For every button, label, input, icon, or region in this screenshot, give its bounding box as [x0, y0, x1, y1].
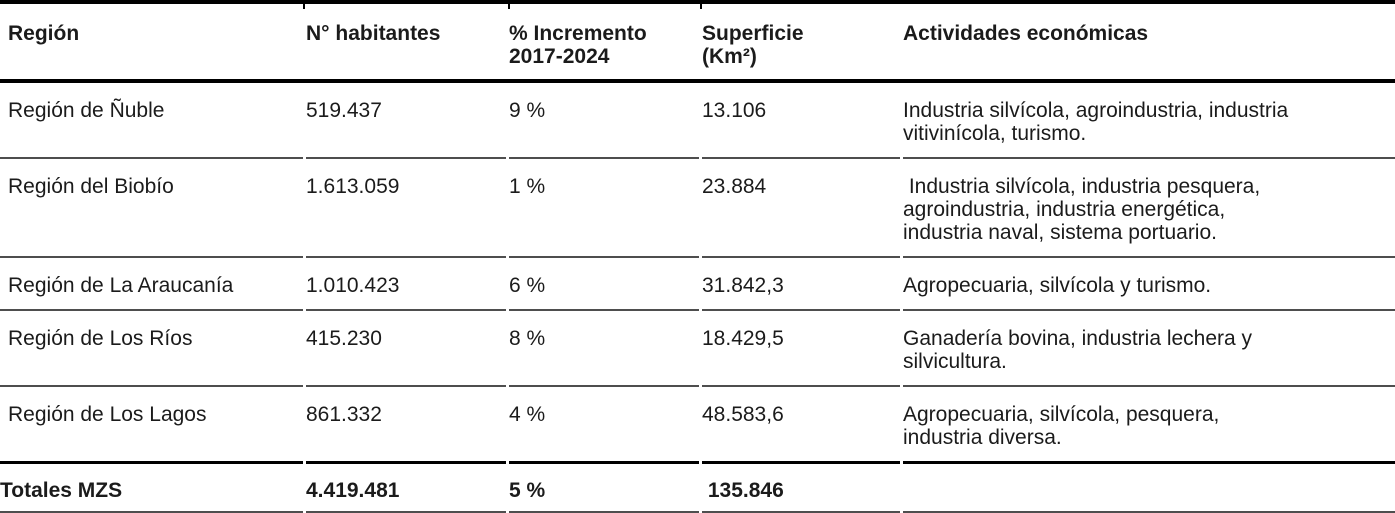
column-tick [508, 4, 510, 9]
cell-superficie: 31.842,3 [702, 258, 900, 311]
header-bottom-rule [0, 79, 1395, 83]
cell-habitantes: 1.010.423 [306, 258, 506, 311]
cell-incremento: 8 % [509, 311, 699, 387]
cell-habitantes: 519.437 [306, 83, 506, 159]
cell-incremento: 4 % [509, 403, 546, 426]
totals-row: Totales MZS 4.419.481 5 % 135.846 [0, 461, 1395, 513]
table-header-row: Región N° habitantes % Incremento 2017-2… [0, 4, 1395, 79]
totals-actividades [903, 461, 1395, 513]
table-top-rule [0, 0, 1395, 9]
column-tick [303, 4, 305, 9]
totals-habitantes: 4.419.481 [306, 461, 506, 513]
col-header-incremento: % Incremento 2017-2024 [509, 22, 647, 68]
cell-actividades: Ganadería bovina, industria lechera y si… [903, 311, 1395, 387]
table-row: Región de La Araucanía 1.010.423 6 % 31.… [0, 258, 1395, 311]
column-tick [700, 4, 702, 9]
table-row: Región de Los Ríos 415.230 8 % 18.429,5 … [0, 311, 1395, 387]
col-header-region: Región [8, 22, 80, 45]
col-header-superficie: Superficie (Km²) [702, 22, 804, 68]
cell-superficie: 23.884 [702, 159, 900, 258]
table-row: Región de Ñuble 519.437 9 % 13.106 Indus… [0, 83, 1395, 159]
table-body: Región de Ñuble 519.437 9 % 13.106 Indus… [0, 83, 1395, 461]
totals-label: Totales MZS [0, 461, 303, 513]
cell-habitantes: 861.332 [306, 403, 382, 426]
cell-habitantes: 415.230 [306, 311, 506, 387]
cell-superficie: 18.429,5 [702, 311, 900, 387]
col-header-actividades: Actividades económicas [903, 22, 1149, 45]
cell-incremento: 6 % [509, 258, 699, 311]
cell-incremento: 1 % [509, 159, 699, 258]
totals-incremento: 5 % [509, 461, 699, 513]
cell-actividades: Agropecuaria, silvícola, pesquera, indus… [903, 403, 1220, 449]
cell-region: Región de La Araucanía [0, 258, 303, 311]
cell-actividades: Industria silvícola, agroindustria, indu… [903, 83, 1395, 159]
cell-incremento: 9 % [509, 83, 699, 159]
cell-region: Región de Ñuble [0, 83, 303, 159]
col-header-habitantes: N° habitantes [306, 22, 441, 45]
table-row: Región del Biobío 1.613.059 1 % 23.884 I… [0, 159, 1395, 258]
cell-region: Región del Biobío [0, 159, 303, 258]
cell-superficie: 13.106 [702, 83, 900, 159]
cell-habitantes: 1.613.059 [306, 159, 506, 258]
cell-region: Región de Los Lagos [8, 403, 207, 426]
table-row: Región de Los Lagos 861.332 4 % 48.583,6… [0, 387, 1395, 461]
cell-superficie: 48.583,6 [702, 403, 784, 426]
cell-actividades: Industria silvícola, industria pesquera,… [903, 159, 1395, 258]
totals-superficie: 135.846 [702, 461, 900, 513]
cell-actividades: Agropecuaria, silvícola y turismo. [903, 258, 1395, 311]
cell-region: Región de Los Ríos [0, 311, 303, 387]
